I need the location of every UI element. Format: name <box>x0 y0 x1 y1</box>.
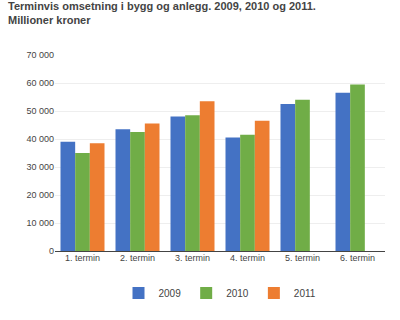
svg-text:10 000: 10 000 <box>26 218 54 228</box>
svg-text:0: 0 <box>49 246 54 256</box>
svg-text:60 000: 60 000 <box>26 78 54 88</box>
svg-text:40 000: 40 000 <box>26 134 54 144</box>
svg-text:2009: 2009 <box>159 288 182 299</box>
svg-text:2010: 2010 <box>226 288 249 299</box>
svg-text:4. termin: 4. termin <box>230 253 265 263</box>
svg-text:5. termin: 5. termin <box>285 253 320 263</box>
svg-text:6. termin: 6. termin <box>340 253 375 263</box>
svg-text:30 000: 30 000 <box>26 162 54 172</box>
svg-text:20 000: 20 000 <box>26 190 54 200</box>
svg-text:2. termin: 2. termin <box>120 253 155 263</box>
svg-text:50 000: 50 000 <box>26 106 54 116</box>
svg-text:Terminvis omsetning i bygg og: Terminvis omsetning i bygg og anlegg. 20… <box>8 0 316 26</box>
svg-text:2011: 2011 <box>294 288 316 299</box>
svg-text:1. termin: 1. termin <box>65 253 100 263</box>
svg-text:70 000: 70 000 <box>26 50 54 60</box>
svg-text:3. termin: 3. termin <box>175 253 210 263</box>
